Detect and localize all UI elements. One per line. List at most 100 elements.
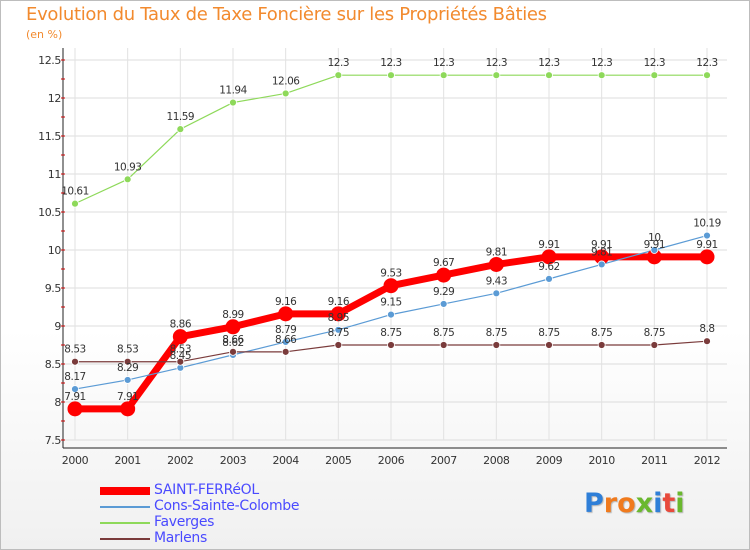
x-tick-label: 2004 xyxy=(272,454,299,467)
data-label: 9.91 xyxy=(644,239,665,251)
legend-swatch xyxy=(100,538,150,540)
logo-letter: o xyxy=(617,488,636,519)
data-point xyxy=(699,249,715,265)
logo-letter: i xyxy=(675,488,685,519)
data-point xyxy=(225,319,241,335)
data-point xyxy=(387,341,395,349)
logo-letter: P xyxy=(584,488,604,519)
data-label: 7.91 xyxy=(117,391,138,403)
data-label: 9.53 xyxy=(380,268,401,280)
data-label: 12.3 xyxy=(380,57,401,69)
data-label: 9.67 xyxy=(433,257,454,269)
data-point xyxy=(488,256,504,272)
x-tick-label: 2005 xyxy=(325,454,352,467)
data-point xyxy=(650,246,659,254)
chart-title: Evolution du Taux de Taxe Foncière sur l… xyxy=(26,4,547,25)
x-tick-label: 2002 xyxy=(167,454,193,467)
data-point xyxy=(439,300,448,308)
data-point xyxy=(278,306,294,322)
x-tick-label: 2003 xyxy=(220,454,247,467)
data-point xyxy=(176,357,185,366)
data-point xyxy=(492,341,501,349)
y-tick-label: 11.5 xyxy=(38,130,61,143)
data-label: 8.53 xyxy=(170,344,191,356)
data-label: 9.91 xyxy=(538,239,559,251)
data-label: 10.93 xyxy=(114,161,142,173)
data-point xyxy=(597,71,606,80)
x-tick-label: 2012 xyxy=(694,454,720,467)
legend-label: Marlens xyxy=(154,530,207,546)
data-label: 12.3 xyxy=(591,57,612,69)
data-point xyxy=(229,98,237,107)
y-unit-label: (en %) xyxy=(26,28,63,41)
data-label: 12.3 xyxy=(644,57,665,69)
data-label: 8.86 xyxy=(170,319,192,331)
data-point xyxy=(67,401,83,417)
legend-swatch xyxy=(100,487,150,495)
data-point xyxy=(439,341,448,349)
logo-letter: t xyxy=(662,488,676,519)
data-label: 8.75 xyxy=(433,327,454,339)
data-point xyxy=(387,310,395,319)
data-label: 8.8 xyxy=(699,323,714,335)
data-label: 9.43 xyxy=(486,275,507,287)
data-point xyxy=(650,341,659,349)
data-label: 8.75 xyxy=(538,327,559,339)
data-label: 8.66 xyxy=(275,334,297,346)
data-point xyxy=(281,89,290,98)
y-tick-label: 9.5 xyxy=(45,282,62,295)
y-tick-label: 9 xyxy=(54,320,61,333)
data-label: 12.06 xyxy=(272,75,300,87)
data-label: 9.16 xyxy=(328,296,350,308)
data-label: 12.3 xyxy=(433,57,454,69)
data-label: 9.62 xyxy=(538,261,559,273)
x-tick-label: 2011 xyxy=(641,454,667,467)
data-label: 11.59 xyxy=(167,111,195,123)
data-label: 8.45 xyxy=(170,350,191,362)
data-label: 11.94 xyxy=(219,85,247,97)
x-tick-label: 2000 xyxy=(62,454,89,467)
legend-swatch xyxy=(100,506,150,508)
data-point xyxy=(229,347,237,356)
data-point xyxy=(436,267,452,283)
logo-letter: r xyxy=(603,488,618,519)
data-point xyxy=(545,274,553,283)
data-point xyxy=(650,71,659,80)
y-tick-label: 10 xyxy=(48,244,62,257)
data-label: 8.75 xyxy=(591,327,612,339)
data-label: 12.3 xyxy=(486,57,507,69)
data-point xyxy=(281,338,290,346)
data-label: 8.29 xyxy=(117,362,138,374)
data-point xyxy=(703,71,711,80)
data-label: 9.91 xyxy=(696,239,717,251)
y-tick-label: 7.5 xyxy=(45,434,62,447)
x-tick-label: 2001 xyxy=(114,454,140,467)
x-tick-label: 2010 xyxy=(588,454,615,467)
data-point xyxy=(71,199,79,208)
data-point xyxy=(334,341,343,349)
x-tick-label: 2007 xyxy=(430,454,457,467)
data-point xyxy=(439,71,448,80)
data-label: 12.3 xyxy=(538,57,559,69)
data-label: 8.75 xyxy=(644,327,665,339)
data-point xyxy=(120,401,136,417)
x-tick-label: 2006 xyxy=(378,454,405,467)
proxiti-logo: Proxiti xyxy=(584,488,685,519)
data-point xyxy=(597,341,606,349)
data-point xyxy=(492,71,501,80)
data-label: 12.3 xyxy=(696,57,717,69)
y-tick-label: 12.5 xyxy=(38,54,61,67)
data-label: 9.15 xyxy=(380,297,401,309)
data-point xyxy=(123,376,132,384)
data-label: 8.17 xyxy=(64,371,85,383)
data-label: 7.91 xyxy=(64,391,85,403)
data-point xyxy=(334,325,343,334)
legend-swatch xyxy=(100,522,150,524)
data-point xyxy=(646,249,662,265)
data-point xyxy=(123,357,132,366)
data-label: 12.3 xyxy=(328,57,349,69)
data-point xyxy=(492,289,501,298)
x-tick-label: 2009 xyxy=(536,454,563,467)
